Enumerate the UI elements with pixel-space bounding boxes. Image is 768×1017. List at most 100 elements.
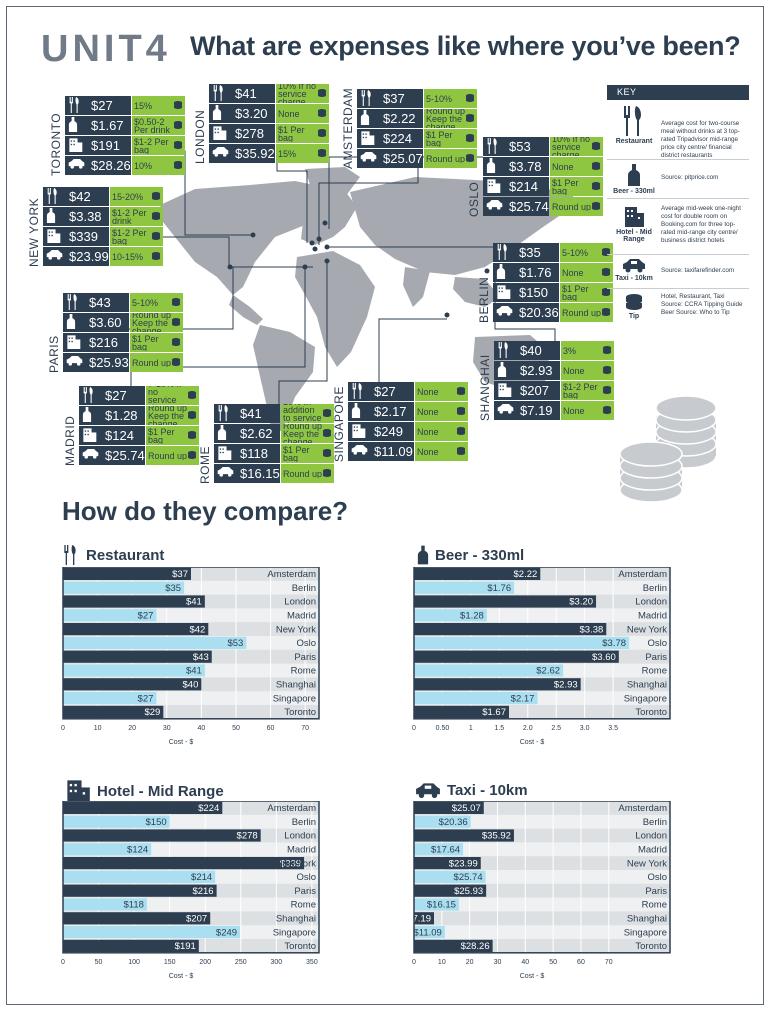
bar-value-label: $37	[172, 569, 188, 580]
x-tick-label: 20	[466, 959, 474, 966]
city-cost-cell: $40	[494, 341, 560, 360]
x-axis-label: Cost - $	[169, 973, 194, 980]
category-label: London	[635, 597, 667, 608]
city-tip-text: $1 Per bag	[562, 284, 589, 301]
city-tip-text: 10% In addition to service charge	[283, 404, 322, 423]
chart-title-text: Restaurant	[86, 546, 165, 564]
city-cost-value: $11.09	[374, 444, 413, 459]
key-panel: KEY Restaurant Average cost for two-cour…	[607, 85, 749, 327]
marker-madrid	[302, 264, 308, 270]
city-cost-value: $339	[69, 229, 98, 244]
restaurant-icon	[82, 387, 100, 404]
city-cost-value: $224	[383, 131, 412, 146]
city-tip-text: None	[417, 427, 439, 436]
bar-value-label: $2.93	[554, 680, 578, 691]
bar-value-label: $1.67	[482, 707, 506, 718]
city-row: $41 10% In addition to service charge	[214, 404, 334, 423]
bar	[414, 581, 515, 594]
bar	[63, 801, 223, 814]
key-label-hotel: Hotel - Mid Range	[616, 229, 652, 243]
map-uk	[305, 211, 315, 229]
bar	[414, 870, 486, 883]
bar	[414, 705, 510, 718]
x-tick-label: 1.5	[494, 725, 504, 732]
x-tick-label: 100	[128, 959, 140, 966]
category-label: Toronto	[635, 941, 667, 952]
category-label: Singapore	[624, 927, 667, 938]
city-tip-cell: Round up	[146, 446, 199, 465]
category-label: Singapore	[273, 693, 316, 704]
restaurant-icon	[68, 97, 86, 114]
tip-coins-icon	[173, 120, 183, 130]
bar-value-label: $150	[146, 817, 167, 828]
city-tip-text: None	[278, 109, 300, 118]
bar	[414, 898, 459, 911]
bar-value-label: $216	[192, 886, 213, 897]
city-cost-value: $25.07	[383, 151, 423, 166]
marker-singapore	[444, 312, 450, 318]
restaurant-icon	[360, 90, 378, 107]
city-row: $42 15-20%	[43, 187, 163, 206]
city-tip-text: 3%	[563, 346, 577, 355]
city-row: $3.60 Round up Keep the change	[63, 313, 183, 332]
tip-coins-icon	[601, 267, 611, 277]
bar-value-label: $16.15	[427, 900, 456, 911]
city-row: $2.62 Round up Keep the change	[214, 424, 334, 443]
key-row-tip: Tip Hotel, Restaurant, Taxi Source: CCRA…	[607, 289, 749, 327]
x-tick-label: 70	[605, 959, 613, 966]
city-tip-cell: Round up Keep the change	[130, 313, 183, 332]
bar-value-label: $11.09	[413, 927, 441, 938]
bar	[63, 650, 212, 663]
city-row: $224 $1 Per bag	[357, 129, 477, 148]
tip-coins-icon	[151, 211, 161, 221]
plot-border	[62, 567, 320, 720]
city-tip-text: Round up Keep the change	[426, 109, 466, 128]
chart-taxi: $25.07 Amsterdam $20.36 Berlin $35.92 London $…	[410, 801, 674, 995]
city-row: $214 $1 Per bag	[483, 177, 603, 196]
city-cost-value: $16.15	[240, 466, 280, 481]
city-cost-value: $20.36	[519, 305, 559, 320]
city-row: $207 $1-2 Per bag	[494, 381, 614, 400]
bar-value-label: $2.62	[536, 666, 560, 677]
city-cost-cell: $2.93	[494, 361, 560, 380]
x-tick-label: 250	[235, 959, 247, 966]
city-tip-cell: None	[415, 402, 468, 421]
headline: What are expenses like where you’ve been…	[190, 31, 741, 61]
bar	[63, 705, 164, 718]
city-cost-value: $214	[509, 179, 538, 194]
tip-coins-icon	[187, 430, 197, 440]
city-row: $2.17 None	[348, 402, 468, 421]
taxi-icon	[212, 145, 230, 162]
key-label-taxi: Taxi - 10km	[615, 275, 653, 282]
chart-restaurant: $37 Amsterdam $35 Berlin $41 London $27 Madrid $…	[59, 567, 323, 761]
city-cost-value: $37	[383, 91, 405, 106]
city-tip-cell: 10-15%	[110, 247, 163, 266]
city-row: $27 None	[348, 382, 468, 401]
bar	[63, 926, 241, 939]
city-cost-value: $150	[519, 285, 548, 300]
tip-coins-icon	[171, 297, 181, 307]
category-label: Madrid	[287, 611, 316, 622]
category-label: Shanghai	[276, 914, 316, 925]
tip-coins-icon	[171, 357, 181, 367]
category-label: Rome	[291, 666, 316, 677]
city-cost-value: $27	[91, 98, 113, 113]
city-tip-text: $1-2 Per bag	[134, 137, 169, 154]
city-tip-text: 15%	[278, 149, 297, 158]
city-cost-cell: $1.76	[493, 263, 559, 282]
city-cost-value: $191	[91, 138, 120, 153]
city-row: $20.36 Round up	[493, 303, 613, 322]
city-row: $35.92 15%	[209, 144, 329, 163]
taxi-icon	[416, 782, 440, 798]
city-name-label: AMSTERDAM	[341, 87, 355, 169]
restaurant-icon	[351, 383, 369, 400]
bar-value-label: $118	[123, 900, 143, 911]
city-cost-value: $3.38	[69, 209, 102, 224]
city-row: $41 10% If no service charge	[209, 84, 329, 103]
bar-value-label: $2.22	[514, 569, 538, 580]
category-label: Oslo	[647, 638, 667, 649]
hotel-icon	[351, 423, 369, 440]
bar-value-label: $41	[186, 666, 202, 677]
bar-chart-svg: $37 Amsterdam $35 Berlin $41 London $27 Madrid $…	[61, 567, 320, 746]
category-label: Toronto	[635, 707, 667, 718]
